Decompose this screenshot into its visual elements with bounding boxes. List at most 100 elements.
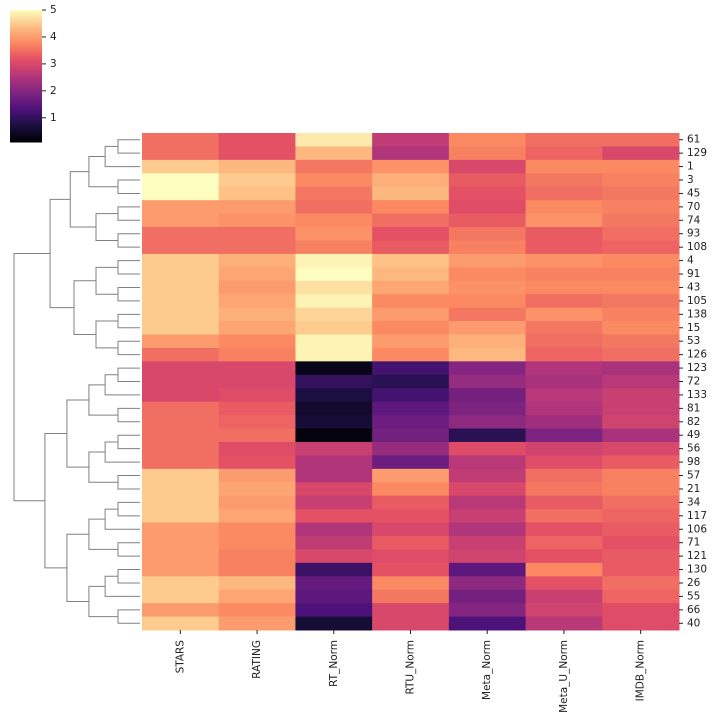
heatmap-cell — [448, 347, 527, 362]
heatmap-cell — [372, 388, 450, 403]
colorbar-segment — [10, 117, 42, 121]
dendrogram-branch — [104, 575, 140, 597]
heatmap-cell — [525, 549, 603, 564]
heatmap-cell — [218, 294, 296, 309]
heatmap-cell — [448, 495, 527, 510]
heatmap-cell — [142, 213, 220, 228]
row-label: 74 — [687, 214, 701, 226]
heatmap-cell — [142, 455, 220, 470]
row-label: 61 — [687, 134, 700, 146]
heatmap-cell — [448, 428, 527, 443]
heatmap-cell — [602, 267, 680, 282]
heatmap-cell — [372, 159, 450, 174]
heatmap-cell — [525, 200, 603, 215]
heatmap-cell — [525, 240, 603, 255]
colorbar-tick-label: 5 — [50, 4, 57, 16]
dendrogram-branch — [95, 213, 118, 241]
colorbar-tick-label: 1 — [50, 112, 57, 124]
row-label: 72 — [687, 376, 700, 388]
heatmap-cell — [525, 428, 603, 443]
heatmap-cell — [448, 334, 527, 349]
heatmap-cell — [218, 253, 296, 268]
heatmap-cell — [525, 603, 603, 618]
heatmap-cell — [142, 159, 220, 174]
heatmap-cell — [142, 200, 220, 215]
heatmap-cell — [218, 133, 296, 147]
row-label: 71 — [687, 537, 700, 549]
heatmap-cell — [295, 441, 373, 456]
heatmap-cell — [295, 388, 373, 403]
dendrogram-branch — [95, 266, 118, 295]
colorbar-segment — [10, 21, 42, 24]
heatmap-cell — [372, 603, 450, 618]
heatmap-cell — [142, 482, 220, 497]
heatmap-cell — [372, 455, 450, 470]
heatmap-cell — [448, 401, 527, 416]
colorbar-segment — [10, 115, 42, 119]
heatmap-cell — [525, 576, 603, 591]
heatmap-cell — [142, 146, 220, 161]
colorbar-segment — [10, 76, 42, 79]
row-label: 1 — [687, 161, 694, 173]
heatmap-cell — [602, 562, 680, 577]
heatmap-cell — [602, 186, 680, 201]
heatmap-cell — [448, 186, 527, 201]
heatmap-cell — [448, 294, 527, 309]
heatmap-cell — [448, 562, 527, 577]
heatmap-cell — [372, 401, 450, 416]
heatmap-cell — [525, 253, 603, 268]
heatmap-cell — [602, 455, 680, 470]
heatmap-cell — [372, 227, 450, 241]
heatmap-cell — [448, 441, 527, 456]
heatmap-cell — [372, 280, 450, 295]
heatmap-cell — [602, 415, 680, 430]
dendrogram-branch — [117, 139, 140, 154]
heatmap-cell — [372, 334, 450, 349]
heatmap-cell — [372, 133, 450, 147]
heatmap-cell — [218, 321, 296, 335]
heatmap-cell — [525, 522, 603, 537]
heatmap-cell — [372, 213, 450, 228]
heatmap-cell — [525, 347, 603, 362]
heatmap-cell — [218, 549, 296, 564]
heatmap-cell — [602, 173, 680, 188]
heatmap-cell — [602, 535, 680, 550]
colorbar-segment — [10, 14, 42, 18]
heatmap-cell — [602, 589, 680, 604]
heatmap-cell — [295, 616, 373, 631]
heatmap-cell — [295, 535, 373, 550]
heatmap-cell — [372, 374, 450, 389]
heatmap-cell — [218, 200, 296, 215]
heatmap-cell — [372, 509, 450, 524]
colorbar-segment — [10, 82, 42, 86]
dendrogram-branch — [104, 441, 140, 463]
heatmap-cell — [295, 347, 373, 362]
colorbar-segment — [10, 102, 42, 106]
colorbar-segment — [10, 80, 42, 84]
dendrogram-branch — [117, 233, 140, 248]
heatmap-cell — [295, 294, 373, 309]
colorbar-segment — [10, 43, 42, 46]
heatmap-cell — [295, 455, 373, 470]
colorbar-segment — [10, 109, 42, 112]
heatmap-cell — [448, 535, 527, 550]
heatmap-cell — [602, 307, 680, 322]
heatmap-cell — [295, 361, 373, 376]
heatmap-cell — [602, 200, 680, 215]
heatmap-cell — [372, 441, 450, 456]
row-label: 56 — [687, 443, 701, 455]
heatmap-cell — [218, 603, 296, 618]
heatmap-cell — [295, 321, 373, 335]
heatmap-cell — [218, 307, 296, 322]
dendrogram-branch — [88, 384, 118, 416]
column-label: RATING — [251, 640, 263, 679]
colorbar-segment — [10, 67, 42, 70]
heatmap-cell — [295, 589, 373, 604]
heatmap-cell — [295, 401, 373, 416]
colorbar-segment — [10, 87, 42, 90]
heatmap-cell — [448, 213, 527, 228]
colorbar-segment — [10, 135, 42, 139]
colorbar-segment — [10, 54, 42, 57]
colorbar-segment — [10, 23, 42, 26]
